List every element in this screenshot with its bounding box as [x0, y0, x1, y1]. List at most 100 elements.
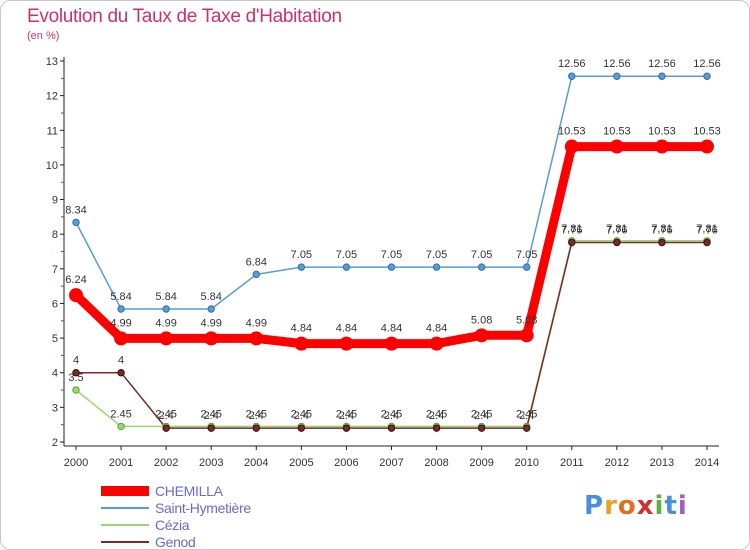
data-label: 12.56	[648, 58, 676, 70]
data-point	[159, 331, 174, 346]
data-label: 2.4	[519, 410, 534, 422]
data-label: 7.81	[696, 223, 717, 235]
data-label: 7.05	[426, 249, 447, 261]
y-tick-label: 7	[52, 264, 58, 276]
legend-label-saint-hymetiere: Saint-Hymetière	[155, 500, 251, 516]
data-point	[474, 328, 489, 343]
data-label: 2.45	[110, 408, 131, 420]
series-points	[69, 72, 714, 432]
data-point	[387, 263, 396, 271]
y-tick-label: 9	[52, 195, 58, 207]
data-point	[609, 139, 624, 154]
x-tick-label: 2001	[109, 457, 133, 469]
data-point	[384, 336, 399, 351]
data-point	[477, 424, 486, 432]
data-point	[249, 331, 264, 346]
data-point	[162, 424, 170, 432]
data-point	[342, 263, 351, 271]
data-point	[658, 238, 666, 247]
data-point	[69, 288, 83, 303]
data-label: 4.99	[155, 317, 176, 329]
series-line-0	[71, 142, 712, 349]
data-point	[703, 72, 711, 80]
data-point	[658, 72, 666, 80]
y-tick-label: 8	[52, 229, 58, 241]
x-tick-label: 2006	[334, 457, 358, 469]
data-point	[700, 139, 714, 154]
data-point	[477, 263, 486, 271]
legend-label-genod: Genod	[155, 534, 196, 550]
data-label: 10.53	[648, 126, 676, 138]
data-point	[613, 72, 621, 80]
data-label: 2.45	[516, 408, 537, 420]
legend-swatch-saint-hymetiere	[101, 507, 149, 509]
data-point	[613, 238, 621, 247]
data-point	[387, 424, 396, 432]
data-point	[252, 424, 260, 432]
data-label: 4	[118, 355, 124, 367]
y-tick-label: 12	[46, 91, 58, 103]
data-point	[339, 336, 354, 351]
data-label: 2.4	[474, 410, 489, 422]
data-label: 2.4	[158, 410, 173, 422]
data-label: 4.84	[381, 323, 402, 335]
data-point	[294, 336, 309, 351]
data-labels: 6.24 4.99 4.99 4.99 4.99 4.84 4.84 4.84 4.84 5.08…	[65, 58, 720, 422]
chart-axes: 2 3 4 5 6 7 8 9 10 11 12 13 2000 2001 2002 2003 2004 2005…	[46, 56, 719, 469]
data-point	[432, 424, 441, 432]
data-label: 7.76	[606, 224, 627, 236]
data-point	[72, 218, 80, 227]
data-label: 7.81	[651, 223, 672, 235]
legend-swatch-cezia	[101, 524, 149, 526]
data-point	[432, 263, 441, 271]
data-label: 4.99	[110, 317, 131, 329]
data-label: 7.81	[561, 223, 582, 235]
data-label: 2.45	[291, 408, 312, 420]
data-label: 7.05	[516, 249, 537, 261]
data-label: 7.05	[471, 249, 492, 261]
legend-swatch-genod	[101, 541, 149, 543]
logo-letter: i	[654, 491, 665, 521]
x-tick-label: 2007	[379, 457, 403, 469]
x-tick-label: 2008	[424, 457, 448, 469]
data-label: 2.45	[201, 408, 222, 420]
data-point	[564, 139, 579, 154]
data-point	[162, 305, 170, 313]
data-label: 2.4	[384, 410, 399, 422]
y-tick-label: 2	[52, 437, 58, 449]
x-tick-label: 2014	[695, 457, 719, 469]
x-tick-label: 2002	[154, 457, 178, 469]
data-label: 7.76	[696, 224, 717, 236]
logo-letter: P	[584, 491, 605, 521]
chart-unit-label: (en %)	[27, 30, 60, 42]
data-label: 2.45	[381, 408, 402, 420]
data-point	[72, 386, 80, 394]
data-label: 10.53	[603, 126, 631, 138]
logo-letter: o	[617, 491, 637, 521]
data-label: 2.45	[336, 408, 357, 420]
data-label: 2.4	[429, 410, 444, 422]
data-point	[429, 336, 444, 351]
data-point	[519, 328, 534, 343]
proxiti-logo: Proxiti	[584, 491, 688, 521]
data-label: 5.84	[155, 291, 176, 303]
y-tick-label: 4	[52, 368, 58, 380]
y-tick-label: 10	[46, 160, 58, 172]
x-tick-label: 2011	[560, 457, 584, 469]
data-label: 2.45	[426, 408, 447, 420]
logo-letter: t	[664, 491, 678, 521]
data-label: 12.56	[603, 58, 631, 70]
data-point	[117, 422, 125, 431]
legend-swatch-chemilla	[101, 486, 149, 496]
data-point	[523, 263, 531, 271]
data-point	[523, 424, 531, 432]
data-label: 7.76	[651, 224, 672, 236]
x-tick-label: 2004	[244, 457, 268, 469]
data-label: 4.84	[291, 323, 312, 335]
data-point	[703, 238, 711, 247]
data-label: 5.84	[201, 291, 222, 303]
data-label: 5.08	[471, 314, 492, 326]
series-line-1	[75, 75, 708, 310]
data-label: 7.81	[606, 223, 627, 235]
logo-letter: i	[677, 491, 688, 521]
